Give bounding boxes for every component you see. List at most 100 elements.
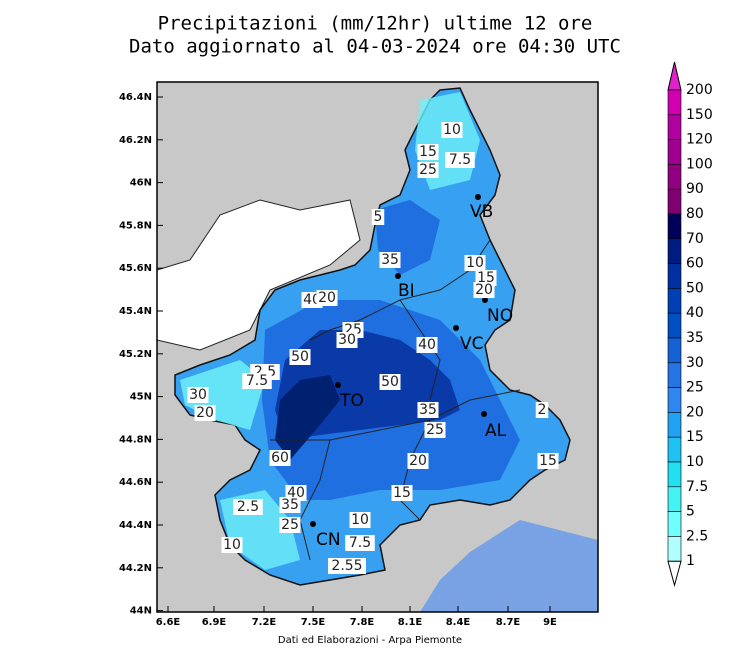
- city-dot: [395, 273, 401, 279]
- contour-label: 20: [409, 453, 427, 469]
- colorbar-label: 7.5: [686, 479, 708, 495]
- contour-label: 2.5: [237, 499, 259, 515]
- x-tick-label: 7.5E: [301, 617, 326, 628]
- contour-label: 20: [318, 290, 336, 306]
- x-tick-label: 8.4E: [446, 617, 471, 628]
- x-tick-label: 9E: [543, 617, 557, 628]
- y-tick-label: 46.2N: [119, 135, 152, 146]
- contour-label-box: [464, 255, 486, 271]
- dark-core: [275, 375, 340, 460]
- colorbar-band: [667, 213, 682, 240]
- contour-label-box: [417, 402, 439, 418]
- province-border: [399, 419, 431, 521]
- contour-label: 10: [443, 122, 461, 138]
- contour-label: 40: [303, 292, 321, 308]
- city-dot: [475, 194, 481, 200]
- contour-label-box: [187, 387, 209, 403]
- colorbar-label: 90: [686, 181, 704, 197]
- contour-label-box: [379, 252, 401, 268]
- colorbar-label: 100: [686, 156, 713, 172]
- y-tick-label: 44.6N: [119, 477, 152, 488]
- city-label: VB: [470, 202, 493, 222]
- contour-label: 20: [196, 405, 214, 421]
- contour-label-box: [345, 535, 375, 551]
- contour-label-box: [445, 152, 475, 168]
- city-dot: [482, 297, 488, 303]
- contour-label: 40: [418, 337, 436, 353]
- contour-label-box: [242, 373, 272, 389]
- contour-label-box: [417, 162, 439, 178]
- city-label: TO: [339, 391, 364, 411]
- contour-label: 30: [189, 387, 207, 403]
- colorbar-label: 30: [686, 355, 704, 371]
- contour-label-box: [233, 499, 263, 515]
- x-tick-label: 6.9E: [202, 617, 227, 628]
- contour-label-box: [194, 405, 216, 421]
- colorbar-label: 20: [686, 404, 704, 420]
- map-frame: [156, 81, 599, 613]
- colorbar-band: [667, 238, 682, 264]
- contour-label-box: [391, 485, 413, 501]
- city-label: BI: [398, 281, 415, 301]
- colorbar-band: [667, 312, 682, 339]
- contour-label: 25: [426, 422, 444, 438]
- contour-label: 50: [381, 374, 399, 390]
- province-border: [299, 439, 331, 561]
- subtitle: Dato aggiornato al 04-03-2024 ore 04:30 …: [129, 36, 621, 58]
- colorbar-label: 50: [686, 280, 704, 296]
- colorbar-band: [667, 164, 682, 190]
- contour-label-box: [279, 517, 301, 533]
- x-tick-label: 6.6E: [156, 617, 181, 628]
- city-dot: [310, 521, 316, 527]
- y-tick-label: 45N: [130, 392, 152, 403]
- colorbar-label: 60: [686, 256, 704, 272]
- colorbar-label: 2.5: [686, 528, 708, 544]
- colorbar-label: 70: [686, 231, 704, 247]
- contour-label: 2.55: [331, 558, 362, 574]
- contour-label-box: [535, 402, 549, 418]
- y-tick-label: 44.2N: [119, 563, 152, 574]
- contour-label: 30: [338, 332, 356, 348]
- city-label: AL: [485, 421, 507, 441]
- contour-label-box: [349, 512, 371, 528]
- colorbar-band: [667, 263, 682, 289]
- contour-label: 15: [539, 453, 557, 469]
- colorbar-band: [667, 436, 682, 463]
- contour-label: 35: [281, 497, 299, 513]
- contour-label: 10: [223, 537, 241, 553]
- contour-label: 7.5: [246, 373, 268, 389]
- contour-label-box: [371, 209, 385, 225]
- sea: [420, 520, 598, 612]
- contour-label-box: [336, 332, 358, 348]
- contour-label-box: [316, 290, 338, 306]
- x-tick-label: 7.8E: [350, 617, 375, 628]
- colorbar-band: [667, 288, 682, 314]
- y-tick-label: 46N: [130, 178, 152, 189]
- x-tick-label: 8.1E: [398, 617, 423, 628]
- city-label: CN: [316, 530, 341, 550]
- contour-label-box: [473, 282, 495, 298]
- colorbar-label: 40: [686, 305, 704, 321]
- colorbar-label: 15: [686, 429, 704, 445]
- contour-label: 35: [419, 402, 437, 418]
- contour-label: 7.5: [349, 535, 371, 551]
- colorbar-label: 80: [686, 206, 704, 222]
- contour-label-box: [379, 374, 401, 390]
- city-dot: [335, 382, 341, 388]
- colorbar-label: 25: [686, 380, 704, 396]
- colorbar-label: 120: [686, 132, 713, 148]
- colorbar-band: [667, 536, 682, 562]
- contour-label: 60: [271, 450, 289, 466]
- colorbar-label: 1: [686, 553, 695, 569]
- colorbar-label: 10: [686, 454, 704, 470]
- contour-label-box: [441, 122, 463, 138]
- colorbar-label: 150: [686, 107, 713, 123]
- contour-label-box: [416, 337, 438, 353]
- contour-label-box: [279, 497, 301, 513]
- x-tick-label: 8.7E: [496, 617, 521, 628]
- contour-label: 7.5: [449, 152, 471, 168]
- colorbar-label: 200: [686, 82, 713, 98]
- y-tick-label: 44N: [130, 606, 152, 617]
- province-border: [270, 389, 521, 441]
